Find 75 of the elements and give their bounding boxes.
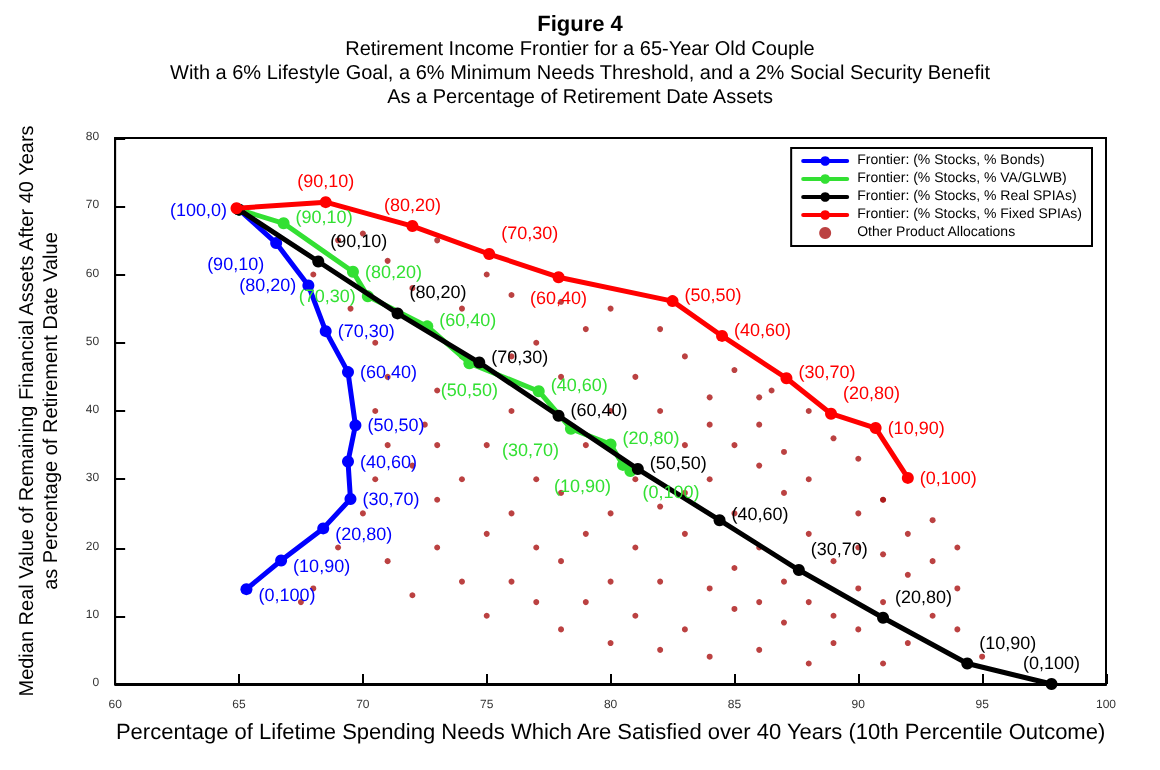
- annotation: (60,40): [360, 362, 418, 383]
- point: [342, 366, 354, 379]
- annotation: (50,50): [367, 415, 425, 436]
- annotation: (80,20): [239, 275, 297, 296]
- annotation: (70,30): [501, 223, 559, 244]
- point: [631, 463, 644, 476]
- point: [961, 657, 974, 670]
- annotation: (50,50): [440, 380, 498, 401]
- annotation: (20,80): [622, 428, 680, 449]
- annotation: (90,10): [207, 254, 265, 275]
- point: [780, 372, 793, 385]
- chart-title: Figure 4: [537, 13, 625, 37]
- point: [877, 611, 890, 624]
- annotation: (30,70): [810, 539, 868, 560]
- annotation: (10,90): [887, 418, 945, 439]
- annotation: (40,60): [731, 504, 789, 525]
- annotation: (20,80): [895, 586, 953, 607]
- annotation: (30,70): [501, 439, 559, 460]
- point: [713, 514, 726, 527]
- point: [1045, 678, 1058, 690]
- point: [317, 522, 330, 535]
- point: [270, 237, 283, 250]
- point: [483, 248, 496, 261]
- point: [666, 295, 679, 308]
- point: [349, 419, 362, 432]
- point: [344, 493, 357, 506]
- x-axis-title: Percentage of Lifetime Spending Needs Which Are Satisfied over 40 Years (10th Percentile Outcome): [115, 720, 1106, 745]
- annotation: (40,60): [734, 319, 792, 340]
- point: [342, 455, 354, 468]
- point: [901, 471, 914, 484]
- point: [716, 329, 729, 342]
- annotation: (60,40): [570, 399, 628, 420]
- annotation: (10,90): [553, 475, 611, 496]
- annotation: (70,30): [491, 346, 549, 367]
- point: [473, 356, 486, 369]
- annotation: (80,20): [409, 282, 467, 303]
- annotation: (90,10): [297, 171, 355, 192]
- point: [532, 385, 545, 398]
- annotation: (40,60): [360, 451, 418, 472]
- point: [240, 583, 253, 596]
- point: [391, 307, 404, 320]
- point: [552, 409, 565, 422]
- point: [825, 407, 838, 420]
- annotation: (90,10): [330, 230, 388, 251]
- annotation: (60,40): [439, 310, 497, 331]
- annotation: (0,100): [1022, 653, 1081, 673]
- y-axis-title: Median Real Value of Remaining Financial Assets After 40 Years as Percentage of Retirement Date Value: [17, 125, 63, 697]
- annotation: (0,100): [919, 467, 977, 488]
- chart-subtitle: Retirement Income Frontier for a 65-Year Old Couple With a 6% Lifestyle Goal, a 6% Minimum Needs Threshold, and a 2% Social Security Benefit As a Percentage of Retirement Date Assets: [169, 39, 991, 109]
- annotation: (30,70): [362, 489, 420, 510]
- annotation: (80,20): [364, 261, 423, 282]
- annotation: (20,80): [843, 382, 901, 403]
- point: [406, 220, 419, 233]
- point: [312, 255, 325, 268]
- annotation: (10,90): [293, 556, 351, 577]
- point: [277, 217, 290, 230]
- annotation: (20,80): [335, 524, 393, 545]
- annotation: (0,100): [258, 585, 316, 606]
- annotation: (70,30): [337, 321, 395, 342]
- annotation: (60,40): [530, 288, 588, 309]
- point: [319, 196, 332, 209]
- point: [346, 265, 359, 278]
- point: [275, 554, 288, 567]
- annotation: (90,10): [295, 207, 353, 228]
- point: [869, 422, 882, 435]
- point: [792, 564, 805, 577]
- point: [552, 271, 565, 284]
- annotation: (30,70): [798, 362, 856, 383]
- annotation: (50,50): [649, 453, 707, 474]
- annotation: (50,50): [684, 285, 742, 306]
- annotation: (80,20): [383, 195, 441, 216]
- point: [319, 325, 332, 338]
- annotation: (40,60): [550, 375, 608, 396]
- annotation: (10,90): [979, 632, 1037, 653]
- annotation: (100,0): [169, 199, 228, 220]
